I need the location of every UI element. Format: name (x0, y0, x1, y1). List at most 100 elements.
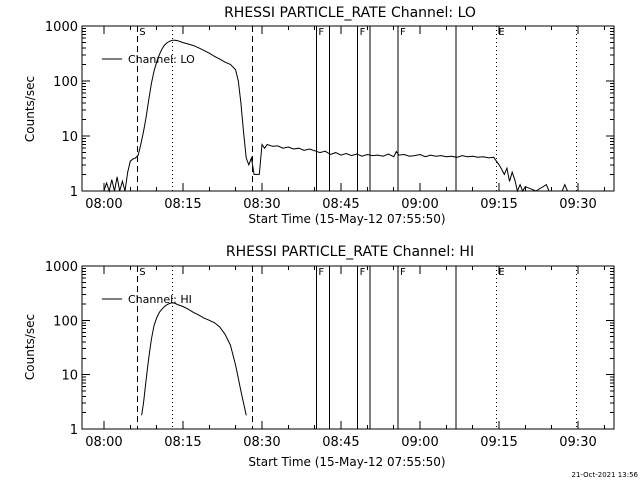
data-point (324, 150, 326, 152)
data-point (409, 155, 410, 157)
x-tick-label: 08:30 (243, 197, 280, 212)
data-point (198, 314, 200, 316)
event-marker-label: F (400, 267, 406, 278)
data-point (345, 153, 347, 154)
y-tick-label: 10 (61, 369, 78, 384)
data-point (161, 308, 163, 310)
data-point (477, 156, 479, 158)
data-point (356, 153, 358, 155)
data-point (393, 156, 395, 158)
data-point (166, 42, 168, 43)
plot-frame (81, 25, 615, 192)
event-marker-label: E (498, 267, 504, 278)
data-point (140, 144, 142, 145)
data-point (517, 190, 518, 192)
data-point (277, 145, 279, 147)
data-point (158, 312, 160, 313)
data-point (119, 190, 121, 192)
data-point (395, 151, 397, 153)
data-point (519, 184, 521, 186)
event-marker-label: F (318, 27, 324, 38)
data-point (127, 171, 129, 173)
data-point (187, 308, 189, 310)
data-point (498, 164, 500, 166)
data-point (179, 41, 181, 42)
data-point (169, 40, 171, 42)
data-point (509, 180, 510, 182)
data-point (493, 156, 495, 158)
data-point (161, 48, 163, 50)
data-point (103, 190, 105, 192)
data-point (132, 158, 134, 160)
data-point (335, 152, 337, 154)
data-point (366, 154, 368, 155)
data-point (230, 64, 231, 65)
event-marker-label: E (498, 27, 504, 38)
data-point (224, 61, 226, 63)
data-point (511, 171, 513, 173)
data-point (382, 155, 384, 157)
data-point (143, 402, 144, 404)
data-point (148, 357, 150, 359)
data-point (248, 164, 250, 166)
data-point (219, 58, 221, 60)
data-point (564, 184, 566, 186)
data-point (122, 180, 123, 182)
event-marker-label: S (139, 267, 145, 278)
data-point (535, 190, 537, 192)
series-line (141, 302, 247, 416)
data-point (182, 42, 184, 43)
data-point (198, 47, 200, 49)
data-point (461, 155, 463, 157)
data-point (240, 102, 242, 104)
data-point (256, 174, 258, 175)
plot-frame (81, 265, 615, 430)
chart-title: RHESSI PARTICLE_RATE Channel: LO (224, 5, 476, 21)
x-tick-label: 08:30 (243, 435, 280, 450)
legend-label: Channel: LO (128, 53, 195, 66)
data-point (287, 146, 289, 148)
data-point (506, 167, 508, 169)
data-point (298, 147, 300, 149)
data-point (153, 325, 155, 326)
data-point (398, 154, 400, 156)
data-point (472, 155, 474, 157)
data-point (141, 414, 143, 416)
data-point (174, 39, 176, 41)
data-point (182, 306, 184, 307)
data-point (237, 80, 239, 82)
data-point (129, 160, 131, 162)
x-tick-label: 08:00 (85, 197, 122, 212)
data-point (488, 157, 489, 159)
data-point (388, 153, 389, 155)
data-point (546, 184, 547, 186)
x-tick-label: 09:15 (480, 197, 517, 212)
data-point (114, 190, 115, 192)
data-point (303, 149, 305, 151)
data-point (235, 364, 237, 366)
data-point (377, 154, 379, 156)
data-point (151, 83, 152, 84)
data-point (235, 69, 237, 71)
event-marker-label: F (400, 27, 406, 38)
data-point (419, 154, 421, 155)
data-point (467, 156, 468, 158)
data-point (156, 61, 158, 63)
data-point (430, 154, 431, 156)
y-tick-label: 1 (70, 423, 78, 438)
data-point (145, 379, 147, 381)
y-tick-label: 1000 (45, 260, 78, 275)
x-tick-label: 09:30 (559, 197, 596, 212)
data-point (187, 43, 189, 45)
data-point (266, 144, 268, 145)
data-point (424, 156, 426, 158)
data-point (174, 303, 176, 304)
data-point (245, 157, 247, 159)
data-point (169, 303, 171, 304)
data-point (193, 312, 194, 313)
data-point (151, 338, 152, 340)
generation-timestamp: 21-Oct-2021 13:56 (572, 471, 639, 479)
data-point (314, 150, 315, 152)
data-point (253, 174, 255, 175)
data-point (264, 147, 265, 149)
